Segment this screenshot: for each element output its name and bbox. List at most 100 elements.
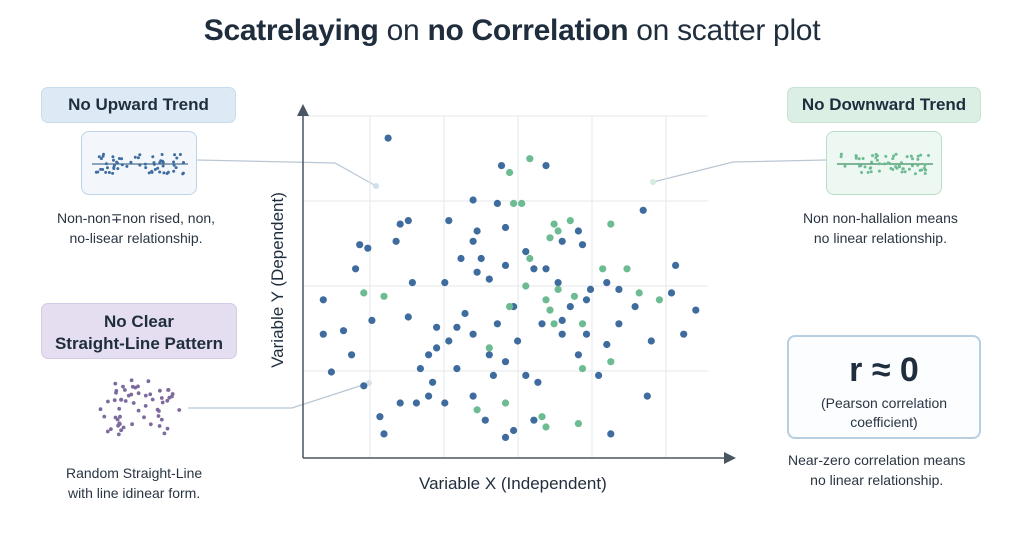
thumbnail-point — [162, 171, 166, 175]
data-point-blue — [493, 320, 501, 328]
thumbnail-point — [877, 169, 881, 173]
data-point-blue — [643, 392, 651, 400]
data-point-blue — [327, 368, 335, 376]
data-point-blue — [408, 279, 416, 287]
data-point-green — [599, 265, 607, 273]
random-point — [143, 404, 148, 408]
data-point-blue — [453, 323, 461, 331]
thumbnail-point — [104, 162, 108, 166]
data-point-green — [518, 199, 526, 207]
data-point-blue — [574, 351, 583, 359]
random-point — [143, 393, 148, 398]
data-point-blue — [425, 392, 433, 400]
thumbnail-point — [883, 162, 887, 166]
data-point-blue — [595, 371, 603, 379]
data-point-blue — [412, 399, 420, 407]
left-top-caption: Non-non∓non rised, non, no-lisear relati… — [57, 208, 215, 248]
thumbnail-point — [152, 161, 156, 165]
thumbnail-point — [102, 152, 105, 156]
data-point-green — [566, 217, 574, 225]
data-point-blue — [481, 416, 489, 424]
random-point — [148, 422, 153, 427]
x-axis-label: Variable X (Independent) — [419, 474, 607, 493]
random-point — [121, 384, 125, 389]
random-point — [114, 390, 118, 395]
data-point-green — [542, 296, 550, 304]
data-point-blue — [485, 351, 493, 359]
data-point-blue — [615, 320, 623, 328]
random-point — [123, 399, 128, 403]
thumbnail-point — [857, 157, 861, 161]
thumbnail-point — [147, 171, 151, 175]
data-point-blue — [469, 392, 477, 400]
thumbnail-point — [854, 154, 858, 158]
thumbnail-point — [160, 153, 164, 156]
data-point-green — [578, 320, 587, 328]
data-point-blue — [469, 196, 477, 204]
data-point-green — [506, 303, 514, 311]
thumbnail-point — [161, 159, 165, 163]
thumbnail-point — [894, 165, 898, 169]
thumbnail-point — [138, 153, 142, 157]
data-point-blue — [509, 426, 518, 435]
thumbnail-point — [133, 155, 137, 159]
thumbnail-point — [875, 158, 879, 162]
left-bottom-caption-line-1: Random Straight-Line — [66, 465, 203, 481]
data-point-blue — [384, 134, 392, 142]
data-point-blue — [603, 279, 611, 287]
data-point-green — [550, 320, 558, 328]
right-bottom-caption-line-2: no linear relationship. — [810, 472, 944, 488]
thumbnail-point — [178, 153, 182, 156]
data-point-blue — [582, 330, 591, 338]
random-point — [166, 388, 171, 392]
random-point — [98, 407, 103, 412]
thumbnail-point — [144, 166, 148, 170]
title-part-1: Scatrelaying — [203, 14, 379, 47]
data-point-blue — [558, 316, 566, 324]
thumbnail-point — [923, 163, 927, 167]
thumbnail-point — [860, 171, 864, 174]
random-point — [102, 414, 107, 419]
random-point — [157, 409, 161, 413]
data-point-green — [522, 282, 530, 290]
left-bottom-caption: Random Straight-Line with line idinear f… — [66, 463, 202, 503]
data-point-blue — [566, 303, 574, 311]
random-point — [113, 381, 118, 386]
thumbnail-point — [916, 154, 920, 158]
downward-thumbnail-dots — [837, 152, 933, 176]
left-bottom-caption-line-2: with line idinear form. — [67, 485, 201, 501]
data-point-blue — [582, 296, 591, 304]
thumbnail-point — [843, 164, 847, 168]
connector-upward-end — [373, 183, 379, 189]
thumbnail-point — [899, 161, 903, 165]
thumbnail-point — [158, 170, 162, 174]
thumbnail-point — [907, 167, 911, 171]
thumbnail-point — [878, 162, 881, 166]
no-upward-trend-label: No Upward Trend — [41, 87, 236, 123]
data-point-blue — [453, 365, 461, 373]
data-point-blue — [404, 313, 412, 321]
thumbnail-point — [112, 158, 115, 162]
random-point — [117, 406, 122, 411]
data-point-blue — [493, 199, 501, 207]
thumbnail-point — [868, 166, 872, 170]
data-point-blue — [631, 303, 639, 311]
random-point — [130, 422, 135, 427]
thumbnail-point — [913, 172, 917, 176]
data-point-blue — [558, 330, 566, 338]
thumbnail-point — [172, 160, 176, 164]
data-point-blue — [554, 279, 562, 287]
data-point-blue — [534, 378, 542, 386]
thumbnail-point — [174, 166, 178, 170]
connector-downward — [652, 159, 827, 183]
data-points — [319, 134, 700, 441]
data-point-blue — [441, 399, 449, 407]
random-point — [106, 399, 110, 404]
thumbnail-point — [101, 168, 105, 171]
no-clear-pattern-line-2: Straight-Line Pattern — [54, 334, 224, 353]
data-point-green — [526, 155, 534, 163]
data-point-blue — [396, 220, 404, 228]
connector-lines — [188, 159, 827, 409]
y-axis-arrow — [297, 104, 309, 116]
thumbnail-point — [839, 155, 843, 159]
